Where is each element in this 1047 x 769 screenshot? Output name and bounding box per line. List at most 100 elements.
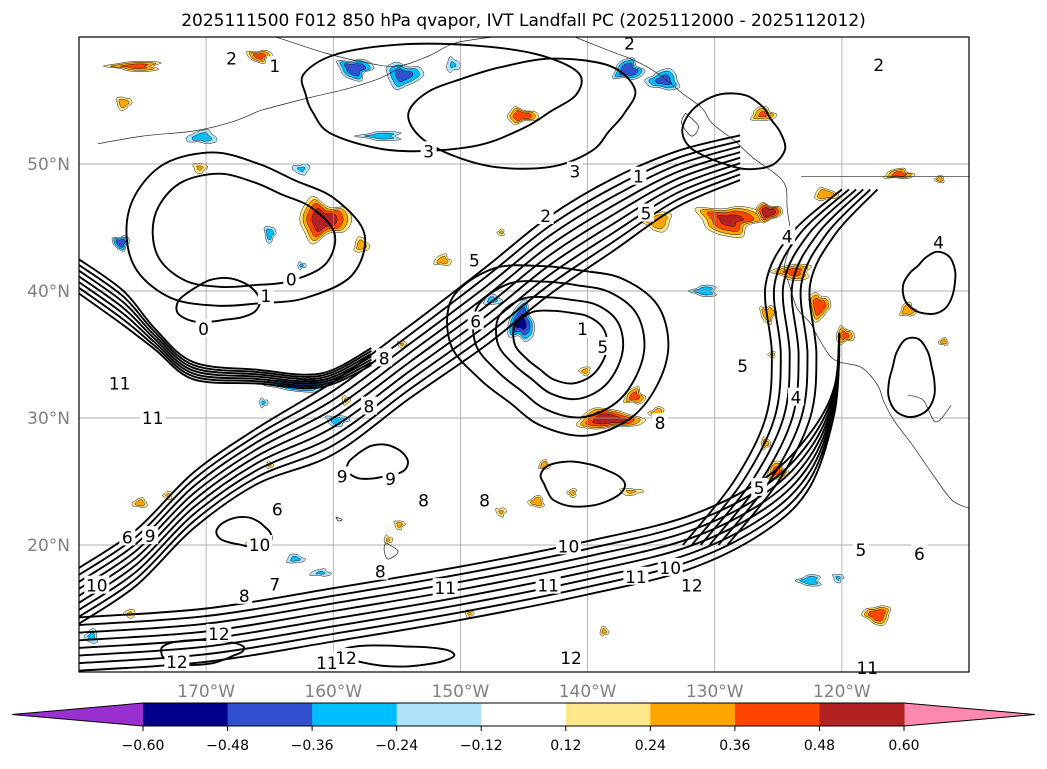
contour-label: 11 (109, 375, 131, 395)
contour-label-bg (638, 203, 655, 222)
contour-label: 6 (122, 528, 133, 548)
contour-label: 8 (418, 492, 429, 512)
contour-label: 0 (198, 320, 209, 340)
ivt-contour-line (79, 275, 372, 383)
contour-label: 5 (737, 357, 748, 377)
contour-label-bg (930, 232, 947, 251)
contour-label-bg (594, 336, 611, 355)
contour-label-bg (870, 54, 887, 73)
ivt-contour-line (79, 145, 741, 583)
x-tick-label: 170°W (177, 682, 235, 702)
contour-label-bg (476, 490, 493, 509)
contour-label: 4 (791, 389, 802, 409)
contour-label-bg (535, 575, 561, 594)
ivt-contour-line (726, 188, 879, 546)
colorbar-segment (819, 703, 905, 726)
contour-label: 5 (469, 252, 480, 272)
anomaly-fill (940, 338, 947, 345)
contour-label-bg (266, 574, 283, 593)
y-tick-label: 40°N (27, 282, 70, 302)
colorbar-tick-label: −0.36 (291, 738, 334, 754)
colorbar-tick-label: 0.60 (888, 738, 919, 754)
anomaly-fill (716, 214, 744, 227)
ivt-contour-line (79, 281, 372, 385)
contour-label-bg (376, 348, 393, 367)
contour-label: 12 (681, 577, 703, 597)
anomaly-fill (120, 63, 149, 69)
contour-label-bg (223, 48, 240, 67)
contour-label: 10 (558, 537, 580, 557)
colorbar-segment (396, 703, 482, 726)
contour-label: 12 (335, 649, 357, 669)
contour-label-bg (751, 477, 768, 496)
contour-label-bg (266, 56, 283, 75)
contour-label: 5 (597, 338, 608, 358)
anomaly-fill (758, 111, 769, 117)
coastline-segment (907, 394, 952, 423)
coastline-segment (335, 516, 343, 522)
colorbar-segment (312, 703, 398, 726)
ivt-contour-line (887, 336, 936, 418)
coastline-segment (383, 542, 399, 560)
coastline-segment (681, 112, 699, 137)
contour-label-bg (360, 396, 377, 415)
contour-label: 11 (434, 579, 456, 599)
contour-label-bg (852, 540, 869, 559)
contour-label-bg (574, 319, 591, 338)
contour-label: 11 (625, 568, 647, 588)
contour-label-bg (566, 161, 583, 180)
anomaly-fill (196, 165, 204, 171)
contour-label: 9 (385, 470, 396, 490)
anomaly-fill (817, 189, 836, 200)
anomaly-fill (901, 304, 915, 315)
x-tick-label: 120°W (813, 682, 871, 702)
contour-label-bg (140, 408, 166, 426)
anomaly-fill (265, 228, 275, 241)
contour-label: 4 (933, 234, 944, 254)
x-tick-label: 140°W (559, 682, 617, 702)
ivt-contour-line (175, 277, 261, 323)
contour-label-bg (466, 250, 483, 269)
contour-label-bg (657, 557, 683, 576)
anomaly-fill (343, 62, 367, 77)
contour-label: 10 (659, 559, 681, 579)
contour-label-bg (630, 166, 647, 185)
anomaly-fill (761, 206, 776, 219)
anomaly-fill (191, 132, 212, 142)
colorbar-tick-label: 0.48 (804, 738, 835, 754)
anomaly-fill (835, 576, 841, 581)
plot-area (79, 37, 969, 672)
ivt-contour-line (407, 57, 637, 170)
colorbar-tick-label: 0.24 (635, 738, 666, 754)
colorbar-tick-label: −0.48 (206, 738, 249, 754)
ivt-contour-line (472, 280, 646, 419)
x-axis-ticks: 170°W 160°W 150°W 140°W 130°W 120°W (177, 682, 871, 702)
anomaly-fill (891, 171, 907, 177)
contour-label: 8 (363, 398, 374, 418)
colorbar-segment (650, 703, 736, 726)
ivt-contour-line (79, 173, 741, 618)
contour-label-bg (432, 578, 458, 597)
ivt-contour-line (717, 188, 871, 546)
ivt-contour-line (79, 162, 741, 604)
anomaly-fill (297, 166, 306, 172)
contour-label: 5 (856, 541, 867, 561)
contour-label-bg (283, 269, 300, 288)
coastline-segment (574, 37, 969, 509)
contour-label: 11 (316, 654, 338, 674)
contour-label-bg (195, 319, 212, 338)
contour-label: 1 (269, 57, 280, 77)
x-tick-label: 130°W (686, 682, 744, 702)
contour-label: 2 (624, 34, 635, 54)
anomaly-fill (625, 490, 637, 494)
contour-label-bg (788, 387, 805, 406)
y-tick-label: 20°N (27, 536, 70, 556)
contour-label: 5 (754, 479, 765, 499)
anomaly-fill (498, 230, 503, 235)
contour-label: 11 (142, 409, 164, 429)
contour-label: 4 (782, 227, 793, 247)
ivt-contour-line (151, 172, 337, 289)
ivt-contour-line (79, 264, 372, 378)
contour-label: 3 (569, 163, 580, 183)
contour-label: 2 (540, 207, 551, 227)
